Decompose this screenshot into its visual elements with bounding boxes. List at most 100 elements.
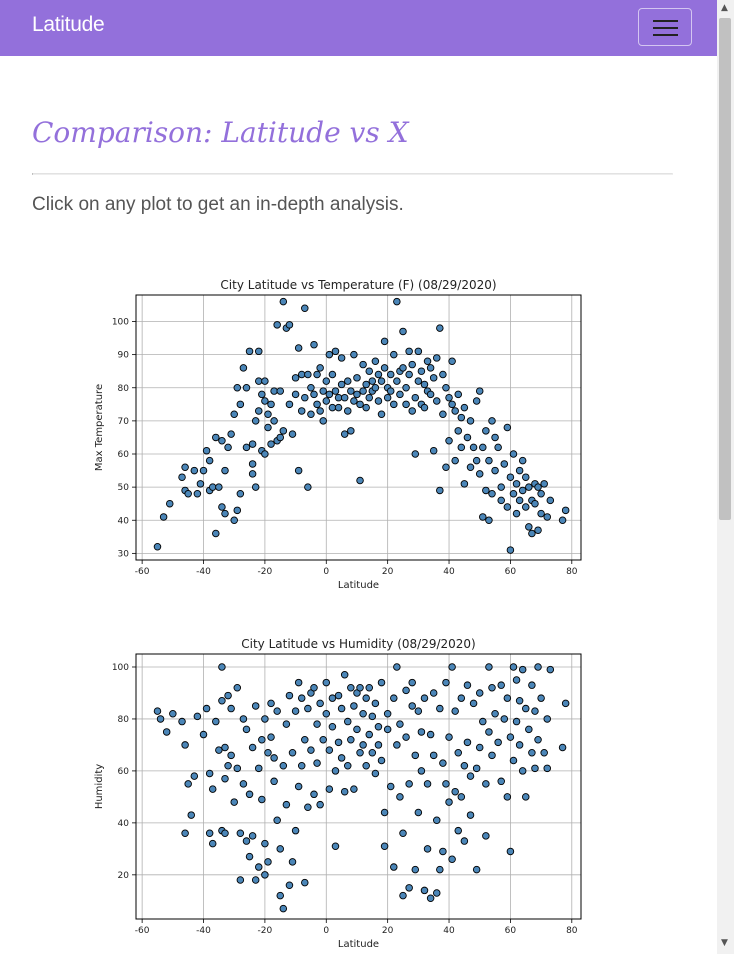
scatter-point: [463, 738, 472, 747]
scatter-point: [184, 780, 192, 788]
scatter-point: [307, 383, 315, 392]
scatter-point: [285, 400, 294, 409]
scatter-point: [393, 741, 401, 749]
scatter-point: [383, 725, 392, 734]
scatter-point: [340, 787, 349, 796]
scatter-point: [479, 513, 487, 521]
navbar-brand[interactable]: Latitude: [32, 13, 105, 36]
scatter-point: [457, 793, 466, 801]
scrollbar-thumb[interactable]: [719, 18, 731, 520]
scatter-point: [359, 741, 367, 749]
scatter-point: [162, 728, 171, 736]
scatter-point: [261, 871, 269, 879]
scatter-point: [408, 360, 416, 369]
scatter-point: [359, 710, 367, 718]
scatter-point: [488, 417, 496, 425]
scatter-point: [414, 707, 423, 715]
scatter-point: [178, 717, 186, 726]
scatter-point: [288, 748, 297, 757]
scatter-point: [304, 483, 312, 491]
scatter-point: [408, 407, 416, 415]
scatter-point: [380, 808, 389, 817]
scatter-point: [255, 764, 263, 773]
scatter-point: [193, 489, 202, 498]
scatter-point: [190, 772, 199, 780]
chart-title: City Latitude vs Temperature (F) (08/29/…: [220, 278, 496, 292]
scatter-point: [374, 370, 383, 379]
y-tick-label: 40: [118, 819, 130, 829]
scatter-point: [463, 433, 472, 442]
scatter-point: [334, 691, 343, 700]
scatter-point: [414, 377, 423, 385]
x-tick-label: 40: [443, 567, 455, 577]
scatter-point: [199, 730, 208, 739]
scatter-point: [426, 894, 435, 902]
y-tick-label: 60: [118, 767, 130, 777]
scatter-point: [279, 761, 288, 770]
scatter-point: [479, 443, 487, 452]
scatter-point: [402, 400, 410, 409]
scatter-point: [543, 513, 551, 521]
scatter-point: [460, 761, 469, 770]
scatter-point: [294, 344, 303, 352]
temperature-plot[interactable]: City Latitude vs Temperature (F) (08/29/…: [88, 276, 588, 602]
scatter-point: [316, 800, 324, 809]
scatter-point: [561, 699, 570, 708]
scatter-point: [248, 832, 257, 840]
scatter-point: [224, 443, 232, 452]
navbar-toggle-button[interactable]: [638, 8, 692, 46]
scatter-point: [531, 707, 539, 715]
scatter-point: [202, 446, 211, 455]
scatter-point: [344, 717, 352, 726]
title-divider: [32, 173, 673, 175]
scatter-point: [248, 743, 257, 752]
scatter-point: [448, 400, 456, 409]
x-tick-label: 60: [505, 567, 517, 577]
scatter-point: [325, 746, 334, 754]
scatter-point: [466, 772, 475, 780]
scatter-point: [236, 400, 245, 409]
x-tick-label: -20: [258, 926, 273, 936]
scatter-point: [245, 790, 254, 799]
x-tick-label: -40: [196, 926, 211, 936]
scatter-point: [377, 410, 386, 418]
scatter-point: [187, 811, 195, 819]
scatter-point: [503, 503, 512, 511]
x-tick-label: 0: [323, 567, 329, 577]
scatter-point: [482, 427, 490, 435]
scatter-point: [319, 417, 327, 425]
temperature-scatter-chart[interactable]: City Latitude vs Temperature (F) (08/29/…: [88, 276, 588, 602]
scatter-point: [230, 410, 238, 418]
plot-frame: [135, 294, 582, 561]
scatter-point: [485, 456, 493, 465]
scatter-point: [285, 881, 294, 889]
scatter-point: [399, 829, 407, 838]
scatter-point: [190, 466, 199, 475]
x-tick-label: -60: [135, 926, 150, 936]
scatter-point: [242, 443, 251, 452]
scatter-point: [350, 785, 358, 793]
scatter-point: [212, 717, 220, 726]
scatter-point: [307, 746, 315, 754]
scatter-point: [528, 748, 536, 757]
scatter-point: [390, 694, 398, 702]
scatter-point: [445, 733, 453, 741]
scroll-up-arrow-icon[interactable]: ▲: [721, 3, 728, 13]
scatter-point: [405, 347, 413, 356]
scatter-point: [218, 436, 226, 445]
scatter-point: [313, 759, 321, 767]
scatter-point: [451, 787, 459, 796]
scatter-point: [276, 433, 284, 442]
scatter-point: [328, 722, 337, 731]
scatter-point: [294, 678, 303, 687]
scatter-point: [386, 387, 395, 395]
vertical-scrollbar[interactable]: ▲ ▼: [717, 0, 734, 954]
scatter-point: [251, 702, 260, 710]
humidity-scatter-chart[interactable]: City Latitude vs Humidity (08/29/2020) -6…: [88, 635, 588, 961]
scroll-down-arrow-icon[interactable]: ▼: [721, 938, 728, 948]
scatter-point: [291, 826, 300, 835]
humidity-plot[interactable]: City Latitude vs Humidity (08/29/2020) -6…: [88, 635, 588, 961]
scatter-point: [433, 354, 441, 362]
scatter-point: [420, 403, 429, 412]
scatter-point: [221, 774, 229, 783]
